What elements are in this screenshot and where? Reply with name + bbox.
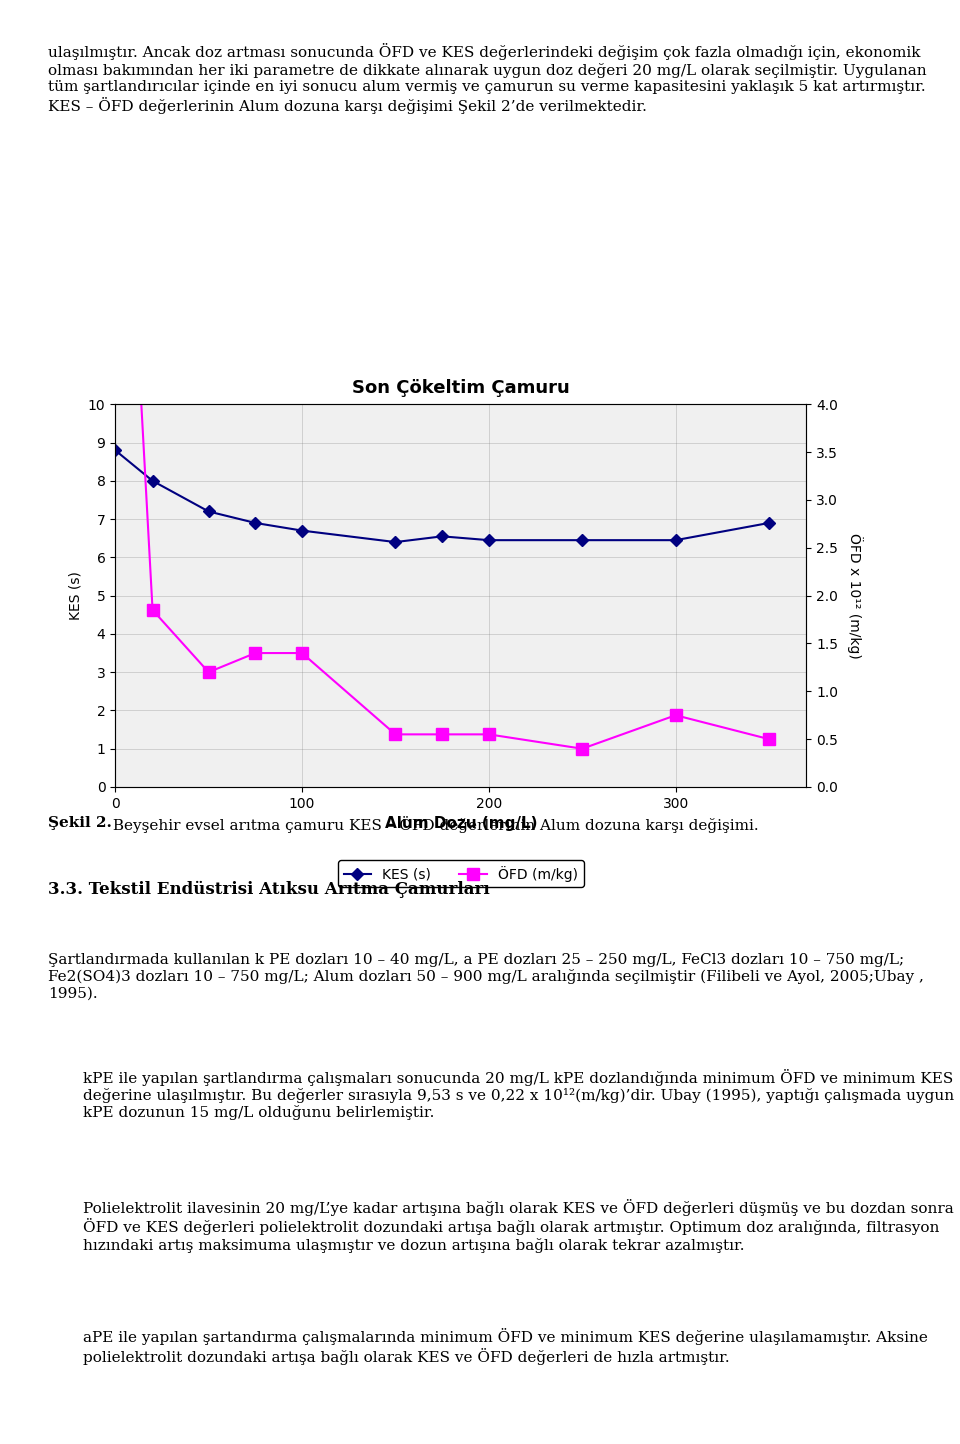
Text: Beyşehir evsel arıtma çamuru KES – ÖFD değerlerinin Alum dozuna karşı değişimi.: Beyşehir evsel arıtma çamuru KES – ÖFD d… [108,816,758,833]
Legend: KES (s), ÖFD (m/kg): KES (s), ÖFD (m/kg) [338,861,584,887]
ÖFD (m/kg) [670,706,682,723]
ÖFD (m/kg) [147,601,158,618]
KES (s) [763,514,775,531]
Text: ulaşılmıştır. Ancak doz artması sonucunda ÖFD ve KES değerlerindeki değişim çok : ulaşılmıştır. Ancak doz artması sonucund… [48,43,926,114]
Y-axis label: KES (s): KES (s) [68,572,83,619]
KES (s) [437,527,448,544]
KES (s) [390,533,401,550]
ÖFD (m/kg) [437,726,448,744]
KES (s) [297,521,308,539]
Line: ÖFD (m/kg): ÖFD (m/kg) [109,0,775,754]
ÖFD (m/kg) [297,644,308,661]
KES (s) [250,514,261,531]
KES (s) [483,531,494,549]
KES (s) [203,503,214,520]
Text: aPE ile yapılan şartandırma çalışmalarında minimum ÖFD ve minimum KES değerine u: aPE ile yapılan şartandırma çalışmaların… [84,1328,928,1365]
Title: Son Çökeltim Çamuru: Son Çökeltim Çamuru [352,380,569,397]
Text: Şekil 2.: Şekil 2. [48,816,112,830]
Text: kPE ile yapılan şartlandırma çalışmaları sonucunda 20 mg/L kPE dozlandığında min: kPE ile yapılan şartlandırma çalışmaları… [84,1069,954,1121]
KES (s) [576,531,588,549]
ÖFD (m/kg) [483,726,494,744]
ÖFD (m/kg) [203,664,214,682]
Text: Şartlandırmada kullanılan k PE dozları 10 – 40 mg/L, a PE dozları 25 – 250 mg/L,: Şartlandırmada kullanılan k PE dozları 1… [48,953,924,1001]
X-axis label: Alum Dozu (mg/L): Alum Dozu (mg/L) [385,816,537,832]
ÖFD (m/kg) [390,726,401,744]
Line: KES (s): KES (s) [111,446,773,546]
Y-axis label: ÖFD x 10¹² (m/kg): ÖFD x 10¹² (m/kg) [847,533,863,658]
ÖFD (m/kg) [763,731,775,748]
KES (s) [109,442,121,459]
KES (s) [670,531,682,549]
KES (s) [147,472,158,490]
ÖFD (m/kg) [576,739,588,757]
Text: Polielektrolit ilavesinin 20 mg/L’ye kadar artışına bağlı olarak KES ve ÖFD değe: Polielektrolit ilavesinin 20 mg/L’ye kad… [84,1199,954,1253]
Text: 3.3. Tekstil Endüstrisi Atıksu Arıtma Çamurları: 3.3. Tekstil Endüstrisi Atıksu Arıtma Ça… [48,881,490,898]
ÖFD (m/kg) [250,644,261,661]
